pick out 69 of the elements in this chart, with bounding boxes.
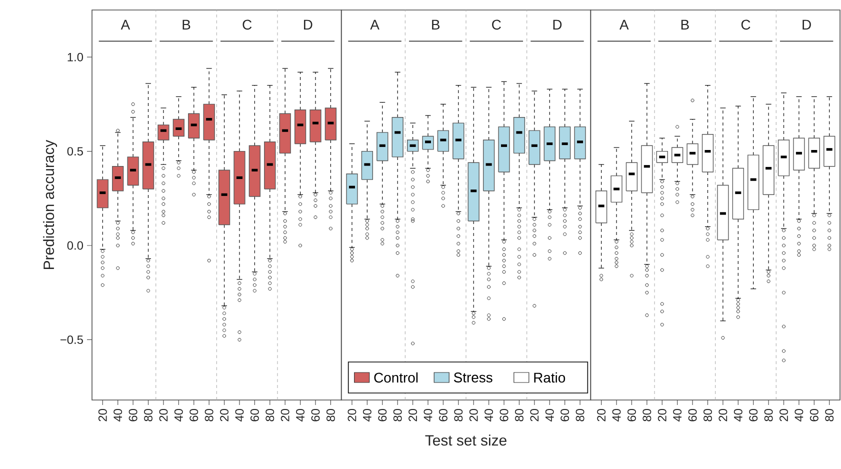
x-tick-label: 60 xyxy=(627,408,636,422)
x-tick-label: 20 xyxy=(658,408,666,422)
x-tick-label: 80 xyxy=(326,408,335,422)
x-tick-label: 60 xyxy=(311,408,320,422)
x-tick-label: 60 xyxy=(688,408,697,422)
x-tick-label: 80 xyxy=(576,408,584,422)
x-tick-label: 20 xyxy=(348,408,356,422)
x-tick-label: 20 xyxy=(159,408,168,422)
annotation: B xyxy=(681,20,689,30)
x-tick-label: 40 xyxy=(362,408,372,422)
x-tick-label: 20 xyxy=(718,408,728,422)
x-tick-label: 60 xyxy=(438,408,448,422)
annotation: D xyxy=(304,20,312,30)
x-tick-label: 20 xyxy=(408,408,418,422)
y-tick-label: 1.0 xyxy=(68,52,84,62)
x-tick-label: 80 xyxy=(704,408,712,422)
x-tick-label: 80 xyxy=(764,408,773,422)
x-tick-label: 60 xyxy=(810,408,818,422)
x-tick-label: 80 xyxy=(454,408,463,422)
x-tick-label: 60 xyxy=(500,408,508,422)
x-tick-label: 20 xyxy=(469,408,478,422)
x-tick-label: 80 xyxy=(514,408,524,422)
x-tick-label: 60 xyxy=(190,408,198,422)
x-tick-label: 80 xyxy=(642,408,652,422)
x-tick-label: 40 xyxy=(296,408,305,422)
x-tick-label: 20 xyxy=(98,408,107,422)
annotation: B xyxy=(432,20,440,30)
x-tick-label: 80 xyxy=(204,408,214,422)
x-tick-label: 20 xyxy=(780,408,788,422)
y-tick-label: −0.5 xyxy=(60,335,83,344)
x-axis-title: Test set size xyxy=(425,434,506,446)
x-tick-label: 60 xyxy=(560,408,570,422)
x-tick-label: 80 xyxy=(825,408,834,422)
annotation: C xyxy=(741,20,750,30)
x-tick-label: 40 xyxy=(734,408,742,422)
x-tick-label: 20 xyxy=(530,408,539,422)
x-tick-label: 20 xyxy=(597,408,606,422)
x-tick-label: 80 xyxy=(266,408,274,422)
annotation: C xyxy=(492,20,501,30)
legend-label: Control xyxy=(374,372,418,383)
x-tick-label: 40 xyxy=(545,408,554,422)
x-tick-label: 40 xyxy=(612,408,621,422)
annotation: D xyxy=(802,20,811,30)
x-tick-label: 80 xyxy=(144,408,152,422)
annotation: A xyxy=(370,20,380,30)
x-tick-label: 20 xyxy=(280,408,290,422)
y-tick-label: 0.0 xyxy=(67,241,84,250)
x-tick-label: 40 xyxy=(484,408,494,422)
x-tick-label: 40 xyxy=(673,408,682,422)
y-tick-label: 0.5 xyxy=(67,147,83,156)
x-tick-label: 80 xyxy=(393,408,402,422)
annotation: A xyxy=(120,20,130,30)
x-tick-label: 60 xyxy=(749,408,758,422)
x-tick-label: 40 xyxy=(235,408,244,422)
x-tick-label: 20 xyxy=(220,408,228,422)
annotation: C xyxy=(242,20,252,30)
x-tick-label: 60 xyxy=(378,408,387,422)
x-tick-label: 40 xyxy=(424,408,432,422)
x-tick-label: 40 xyxy=(114,408,122,422)
x-tick-label: 60 xyxy=(128,408,138,422)
x-tick-label: 60 xyxy=(250,408,259,422)
text: Ratio xyxy=(534,372,566,383)
y-axis-title: Prediction accuracy xyxy=(43,140,58,269)
annotation: B xyxy=(182,20,190,30)
annotation: A xyxy=(620,20,629,30)
x-tick-label: 40 xyxy=(794,408,804,422)
annotation: D xyxy=(553,20,562,30)
x-tick-label: 40 xyxy=(174,408,183,422)
legend-label: Stress xyxy=(454,372,492,382)
